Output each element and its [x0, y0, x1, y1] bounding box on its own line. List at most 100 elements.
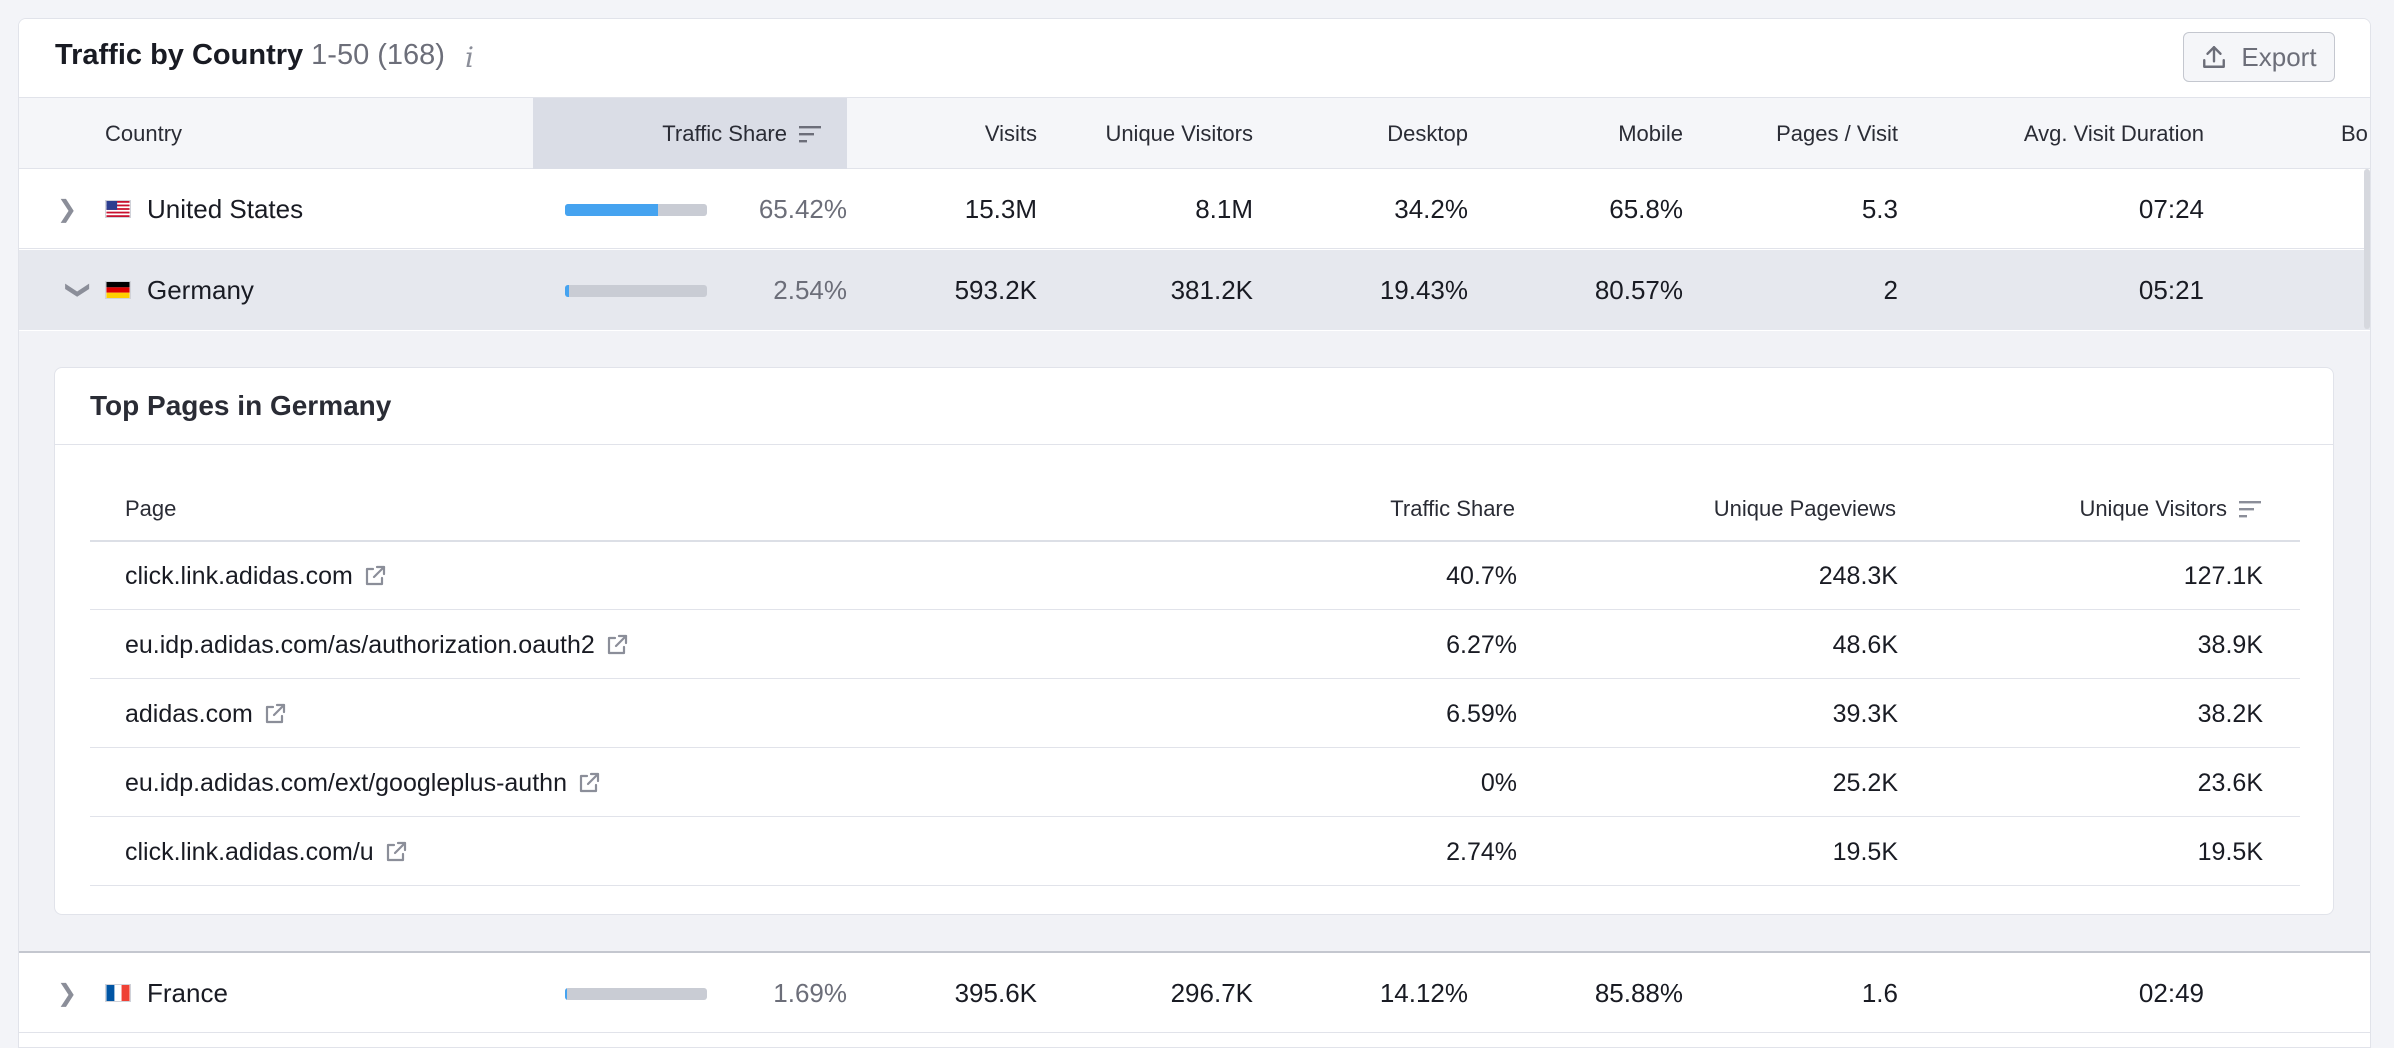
- country-name[interactable]: France: [147, 977, 228, 1008]
- table-header: Country Traffic Share Visits Unique Visi…: [19, 97, 2370, 170]
- external-link-icon[interactable]: [384, 840, 408, 864]
- visits-value: 15.3M: [964, 193, 1037, 224]
- traffic-share-bar: [565, 988, 707, 1000]
- unique-visitors-value: 8.1M: [1195, 193, 1253, 224]
- unique-pageviews-value: 39.3K: [1832, 699, 1898, 728]
- country-cell: United States: [105, 169, 303, 249]
- visits-value: 395.6K: [954, 977, 1037, 1008]
- col-pages-visit[interactable]: Pages / Visit: [1776, 121, 1898, 146]
- fr-flag-icon: [105, 984, 131, 1002]
- table-row: adidas.com 6.59% 39.3K 38.2K: [90, 680, 2300, 748]
- traffic-share-value: 2.74%: [1446, 837, 1517, 866]
- col-mobile[interactable]: Mobile: [1618, 121, 1683, 146]
- country-cell: France: [105, 953, 228, 1033]
- duration-value: 05:21: [2138, 274, 2204, 305]
- traffic-share-bar: [565, 285, 707, 297]
- external-link-icon[interactable]: [363, 564, 387, 588]
- unique-visitors-value: 38.9K: [2197, 630, 2263, 659]
- export-label: Export: [2241, 41, 2317, 72]
- traffic-share-value: 6.27%: [1446, 630, 1517, 659]
- unique-visitors-value: 19.5K: [2197, 837, 2263, 866]
- col-traffic-share-label: Traffic Share: [662, 121, 787, 146]
- col-avg-visit-duration[interactable]: Avg. Visit Duration: [2023, 121, 2204, 146]
- external-link-icon[interactable]: [605, 633, 629, 657]
- page-link[interactable]: adidas.com: [125, 699, 253, 728]
- chevron-right-icon[interactable]: ❯: [57, 195, 78, 223]
- table-row: eu.idp.adidas.com/ext/googleplus-authn 0%…: [90, 749, 2300, 817]
- duration-value: 07:24: [2138, 193, 2204, 224]
- col-desktop[interactable]: Desktop: [1387, 121, 1468, 146]
- divider: [55, 444, 2333, 445]
- page-cell: click.link.adidas.com/u: [125, 818, 408, 886]
- traffic-share-value: 1.69%: [773, 977, 847, 1008]
- desktop-value: 19.43%: [1379, 274, 1468, 305]
- table-row-expanded[interactable]: ❯ Germany 2.54% 593.2K 381.2K 19.43% 80.…: [19, 250, 2370, 330]
- col-unique-pageviews[interactable]: Unique Pageviews: [1713, 496, 1896, 521]
- table-row[interactable]: ❯ France 1.69% 395.6K 296.7K 14.12% 85.8…: [19, 953, 2370, 1033]
- page-cell: adidas.com: [125, 680, 287, 748]
- col-visits[interactable]: Visits: [984, 121, 1037, 146]
- traffic-share-bar: [565, 204, 707, 216]
- country-name[interactable]: United States: [147, 193, 304, 224]
- sort-icon: [799, 126, 821, 143]
- unique-visitors-value: 23.6K: [2197, 768, 2263, 797]
- page-link[interactable]: click.link.adidas.com: [125, 561, 353, 590]
- upload-icon: [2203, 46, 2226, 68]
- page-title: Traffic by Country 1-50 (168): [55, 39, 445, 72]
- col-bounce[interactable]: Bo: [2341, 121, 2368, 146]
- top-pages-title: Top Pages in Germany: [90, 390, 392, 421]
- title-text: Traffic by Country: [55, 39, 304, 71]
- traffic-share-value: 6.59%: [1446, 699, 1517, 728]
- mobile-value: 65.8%: [1609, 193, 1683, 224]
- traffic-share-value: 2.54%: [773, 274, 847, 305]
- col-traffic-share[interactable]: Traffic Share: [1390, 496, 1515, 521]
- country-cell: Germany: [105, 250, 254, 330]
- traffic-share-fill: [565, 285, 569, 297]
- col-unique-visitors-label: Unique Visitors: [2079, 496, 2227, 521]
- traffic-by-country-card: Traffic by Country 1-50 (168) i Export Co…: [18, 18, 2371, 1048]
- desktop-value: 14.12%: [1379, 977, 1468, 1008]
- page-cell: eu.idp.adidas.com/as/authorization.oauth…: [125, 611, 629, 679]
- external-link-icon[interactable]: [263, 702, 287, 726]
- page-link[interactable]: click.link.adidas.com/u: [125, 837, 374, 866]
- traffic-share-value: 65.42%: [758, 193, 847, 224]
- chevron-right-icon[interactable]: ❯: [57, 979, 78, 1007]
- col-traffic-share[interactable]: Traffic Share: [533, 98, 847, 170]
- header-underline: [90, 540, 2300, 542]
- us-flag-icon: [105, 200, 131, 218]
- page-link[interactable]: eu.idp.adidas.com/ext/googleplus-authn: [125, 768, 567, 797]
- col-page[interactable]: Page: [125, 496, 177, 521]
- visits-value: 593.2K: [954, 274, 1037, 305]
- result-range: 1-50 (168): [311, 39, 445, 71]
- de-flag-icon: [105, 281, 131, 299]
- table-row: click.link.adidas.com 40.7% 248.3K 127.1K: [90, 542, 2300, 610]
- traffic-share-fill: [565, 204, 658, 216]
- table-row[interactable]: ❯ United States 65.42% 15.3M 8.1M 34.2% …: [19, 169, 2370, 249]
- duration-value: 02:49: [2138, 977, 2204, 1008]
- col-country[interactable]: Country: [105, 121, 183, 146]
- info-icon[interactable]: i: [465, 41, 474, 74]
- pages-visit-value: 5.3: [1861, 193, 1898, 224]
- page-link[interactable]: eu.idp.adidas.com/as/authorization.oauth…: [125, 630, 595, 659]
- divider: [19, 951, 2370, 953]
- export-button[interactable]: Export: [2183, 32, 2335, 82]
- top-pages-card: Top Pages in Germany Page Traffic Share …: [54, 367, 2334, 915]
- unique-visitors-value: 381.2K: [1170, 274, 1253, 305]
- col-unique-visitors[interactable]: Unique Visitors: [2079, 496, 2261, 522]
- table-row: click.link.adidas.com/u 2.74% 19.5K 19.5K: [90, 818, 2300, 886]
- table-row: eu.idp.adidas.com/as/authorization.oauth…: [90, 611, 2300, 679]
- col-unique-visitors[interactable]: Unique Visitors: [1105, 121, 1253, 146]
- unique-pageviews-value: 48.6K: [1832, 630, 1898, 659]
- card-header: Traffic by Country 1-50 (168) i Export: [19, 19, 2370, 97]
- scrollbar-thumb[interactable]: [2364, 169, 2370, 329]
- unique-visitors-value: 296.7K: [1170, 977, 1253, 1008]
- unique-pageviews-value: 19.5K: [1832, 837, 1898, 866]
- unique-visitors-value: 38.2K: [2197, 699, 2263, 728]
- unique-pageviews-value: 25.2K: [1832, 768, 1898, 797]
- country-name[interactable]: Germany: [147, 274, 254, 305]
- mobile-value: 85.88%: [1594, 977, 1683, 1008]
- page-cell: click.link.adidas.com: [125, 542, 387, 610]
- external-link-icon[interactable]: [577, 771, 601, 795]
- traffic-share-fill: [565, 988, 568, 1000]
- pages-visit-value: 1.6: [1861, 977, 1898, 1008]
